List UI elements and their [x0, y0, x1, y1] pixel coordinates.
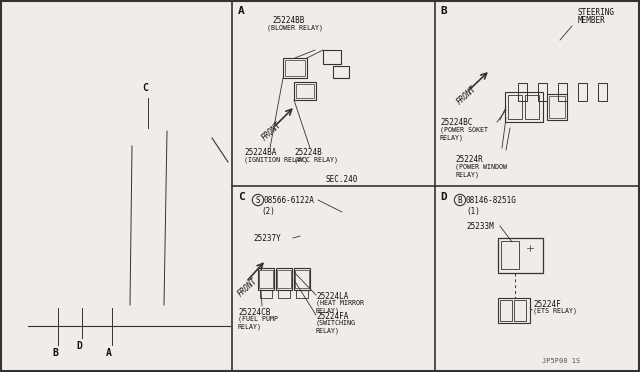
Bar: [514, 300, 526, 321]
Bar: [276, 268, 292, 290]
Bar: [294, 268, 310, 290]
Bar: [278, 290, 290, 298]
Bar: [260, 290, 272, 298]
Text: A: A: [106, 348, 112, 358]
Text: S: S: [256, 196, 260, 205]
Text: 25224BA: 25224BA: [244, 148, 276, 157]
Text: C: C: [238, 192, 244, 202]
Text: 25224CB: 25224CB: [238, 308, 270, 317]
Text: B: B: [52, 348, 58, 358]
Bar: [538, 83, 547, 101]
Bar: [498, 298, 530, 323]
Text: 25224BC: 25224BC: [440, 118, 472, 127]
Bar: [295, 270, 309, 288]
Bar: [500, 300, 512, 321]
Text: FRONT: FRONT: [455, 84, 478, 107]
Bar: [501, 241, 519, 269]
Text: SEC.240: SEC.240: [326, 175, 358, 184]
Text: D: D: [440, 192, 447, 202]
Text: D: D: [76, 341, 82, 351]
Text: A: A: [238, 6, 244, 16]
Text: B: B: [440, 6, 447, 16]
Text: RELAY): RELAY): [316, 308, 340, 314]
Text: (ETS RELAY): (ETS RELAY): [533, 308, 577, 314]
Text: (POWER SOKET: (POWER SOKET: [440, 126, 488, 132]
Text: 08146-8251G: 08146-8251G: [466, 196, 517, 205]
Text: B: B: [458, 196, 462, 205]
Text: (IGNITION RELAY): (IGNITION RELAY): [244, 156, 308, 163]
Bar: [518, 83, 527, 101]
Text: (ACC RELAY): (ACC RELAY): [294, 156, 338, 163]
Text: (FUEL PUMP: (FUEL PUMP: [238, 316, 278, 323]
Text: 25224F: 25224F: [533, 300, 561, 309]
Text: JP5P00 1S: JP5P00 1S: [541, 358, 580, 364]
Text: (BLOWER RELAY): (BLOWER RELAY): [267, 24, 323, 31]
Bar: [549, 96, 565, 118]
Text: RELAY): RELAY): [238, 324, 262, 330]
Text: RELAY): RELAY): [440, 134, 464, 141]
Text: FRONT: FRONT: [236, 276, 259, 299]
Text: (HEAT MIRROR: (HEAT MIRROR: [316, 300, 364, 307]
Bar: [508, 95, 522, 119]
Text: 25224LA: 25224LA: [316, 292, 348, 301]
Bar: [525, 95, 539, 119]
Bar: [258, 268, 274, 290]
Bar: [547, 94, 567, 120]
Bar: [259, 270, 273, 288]
Text: 25237Y: 25237Y: [253, 234, 281, 243]
Text: 25224BB: 25224BB: [272, 16, 305, 25]
Text: MEMBER: MEMBER: [578, 16, 605, 25]
Text: 25233M: 25233M: [466, 222, 493, 231]
Text: 25224R: 25224R: [455, 155, 483, 164]
Text: (2): (2): [261, 207, 275, 216]
Bar: [598, 83, 607, 101]
Text: (SWITCHING: (SWITCHING: [316, 320, 356, 327]
Text: 25224FA: 25224FA: [316, 312, 348, 321]
Text: RELAY): RELAY): [455, 171, 479, 177]
Text: RELAY): RELAY): [316, 328, 340, 334]
Text: (POWER WINDOW: (POWER WINDOW: [455, 163, 507, 170]
Bar: [285, 60, 305, 76]
Bar: [296, 84, 314, 98]
Bar: [498, 238, 543, 273]
Text: C: C: [142, 83, 148, 93]
Bar: [333, 66, 349, 78]
Text: FRONT: FRONT: [260, 121, 284, 143]
Text: (1): (1): [466, 207, 480, 216]
Text: 25224B: 25224B: [294, 148, 322, 157]
Bar: [283, 58, 307, 78]
Bar: [505, 92, 543, 122]
Bar: [323, 50, 341, 64]
Bar: [277, 270, 291, 288]
Bar: [558, 83, 567, 101]
Text: 08566-6122A: 08566-6122A: [264, 196, 315, 205]
Text: STEERING: STEERING: [578, 8, 615, 17]
Bar: [294, 82, 316, 100]
Bar: [296, 290, 308, 298]
Bar: [578, 83, 587, 101]
